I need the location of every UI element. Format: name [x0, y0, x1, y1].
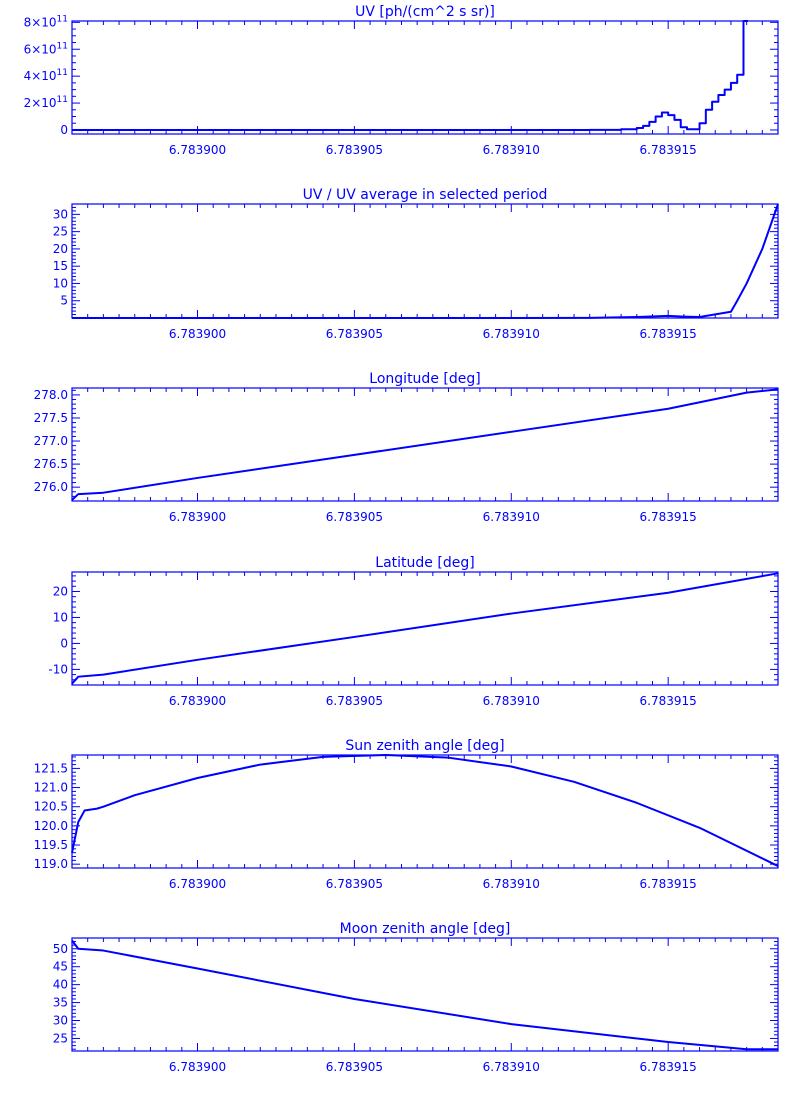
- y-tick-label: 2×1011: [24, 95, 68, 110]
- y-tick-label: 0: [60, 123, 68, 137]
- y-tick-label: 119.0: [34, 857, 68, 871]
- y-tick-label: 50: [53, 942, 68, 956]
- plot-frame: [71, 571, 779, 686]
- plot-frame: [71, 754, 779, 869]
- y-tick-label: 45: [53, 960, 68, 974]
- x-tick-label: 6.783915: [640, 877, 697, 891]
- chart-longitude: Longitude [deg] 6.783900 6.783905 6.783910 6…: [34, 371, 779, 524]
- x-tick-label: 6.783905: [326, 510, 383, 524]
- y-tick-label: 120.5: [34, 800, 68, 814]
- chart-title: UV / UV average in selected period: [303, 187, 548, 203]
- series-line-uv-ratio: [72, 203, 779, 319]
- y-tick-label: 30: [53, 207, 68, 221]
- x-tick-label: 6.783900: [169, 510, 226, 524]
- y-tick-label: 35: [53, 996, 68, 1010]
- y-tick-label: 121.5: [34, 761, 68, 775]
- y-tick-label: 277.5: [34, 411, 68, 425]
- chart-title: Moon zenith angle [deg]: [340, 921, 511, 937]
- x-tick-label: 6.783910: [483, 510, 540, 524]
- chart-moon-zenith: Moon zenith angle [deg] 6.783900 6.783905 6…: [53, 921, 779, 1074]
- x-tick-label: 6.783905: [326, 327, 383, 341]
- x-tick-label: 6.783915: [640, 327, 697, 341]
- y-tick-label: 10: [53, 610, 68, 624]
- y-tick-label: 119.5: [34, 838, 68, 852]
- plot-frame: [71, 387, 779, 502]
- chart-uv-ratio: UV / UV average in selected period 6.7839…: [53, 187, 779, 341]
- y-tick-label: 30: [53, 1014, 68, 1028]
- plot-frame: [71, 937, 779, 1052]
- y-tick-mantissa: 8×10: [24, 15, 57, 29]
- chart-title: Sun zenith angle [deg]: [345, 738, 504, 754]
- y-tick-mantissa: 4×10: [24, 69, 57, 83]
- x-tick-label: 6.783910: [483, 877, 540, 891]
- y-tick-label: 120.0: [34, 819, 68, 833]
- x-tick-label: 6.783915: [640, 1060, 697, 1074]
- plot-frame: [71, 20, 779, 135]
- x-tick-label: 6.783915: [640, 694, 697, 708]
- x-tick-label: 6.783915: [640, 510, 697, 524]
- series-line-longitude: [71, 388, 779, 501]
- y-tick-exponent: 11: [57, 68, 68, 78]
- chart-latitude: Latitude [deg] 6.783900 6.783905 6.783910 6.…: [48, 555, 779, 708]
- y-tick-mantissa: 6×10: [24, 42, 57, 56]
- x-tick-label: 6.783910: [483, 694, 540, 708]
- series-line-uv: [72, 20, 748, 131]
- y-tick-exponent: 11: [57, 41, 68, 51]
- series-line-moon-zenith: [71, 939, 778, 1051]
- y-tick-label: -10: [48, 662, 68, 676]
- x-tick-label: 6.783905: [326, 877, 383, 891]
- x-tick-label: 6.783900: [169, 877, 226, 891]
- y-tick-label: 25: [53, 225, 68, 239]
- x-tick-label: 6.783900: [169, 1060, 226, 1074]
- x-tick-label: 6.783900: [169, 143, 226, 157]
- y-tick-label: 0: [60, 636, 68, 650]
- y-tick-label: 10: [53, 276, 68, 290]
- y-tick-label: 20: [53, 584, 68, 598]
- y-tick-label: 20: [53, 242, 68, 256]
- chart-uv: UV [ph/(cm^2 s sr)] 6.783900 6.783905 6.783…: [24, 4, 779, 157]
- y-tick-exponent: 11: [57, 14, 68, 24]
- x-tick-label: 6.783900: [169, 327, 226, 341]
- y-tick-exponent: 11: [57, 95, 68, 105]
- chart-title: Longitude [deg]: [369, 371, 480, 387]
- y-tick-label: 40: [53, 978, 68, 992]
- x-tick-label: 6.783900: [169, 694, 226, 708]
- x-tick-label: 6.783905: [326, 1060, 383, 1074]
- x-tick-label: 6.783905: [326, 694, 383, 708]
- y-tick-label: 5: [60, 294, 68, 308]
- series-line-latitude: [71, 572, 779, 685]
- y-tick-label: 276.0: [34, 480, 68, 494]
- x-tick-label: 6.783910: [483, 143, 540, 157]
- x-tick-label: 6.783910: [483, 327, 540, 341]
- chart-sun-zenith: Sun zenith angle [deg] 6.783900 6.783905 6.…: [34, 738, 779, 891]
- plot-frame: [71, 203, 779, 319]
- y-tick-label: 4×1011: [24, 68, 68, 83]
- x-tick-label: 6.783905: [326, 143, 383, 157]
- chart-title: UV [ph/(cm^2 s sr)]: [355, 4, 495, 20]
- y-tick-label: 278.0: [34, 388, 68, 402]
- chart-title: Latitude [deg]: [375, 555, 474, 571]
- y-tick-label: 6×1011: [24, 41, 68, 56]
- x-tick-label: 6.783915: [640, 143, 697, 157]
- x-tick-label: 6.783910: [483, 1060, 540, 1074]
- y-tick-label: 276.5: [34, 457, 68, 471]
- y-tick-label: 25: [53, 1031, 68, 1045]
- series-line-sun-zenith: [71, 754, 779, 867]
- y-tick-label: 277.0: [34, 434, 68, 448]
- y-tick-label: 15: [53, 259, 68, 273]
- y-tick-label: 121.0: [34, 781, 68, 795]
- y-tick-mantissa: 0: [60, 123, 68, 137]
- y-tick-mantissa: 2×10: [24, 96, 57, 110]
- y-tick-label: 8×1011: [24, 14, 68, 29]
